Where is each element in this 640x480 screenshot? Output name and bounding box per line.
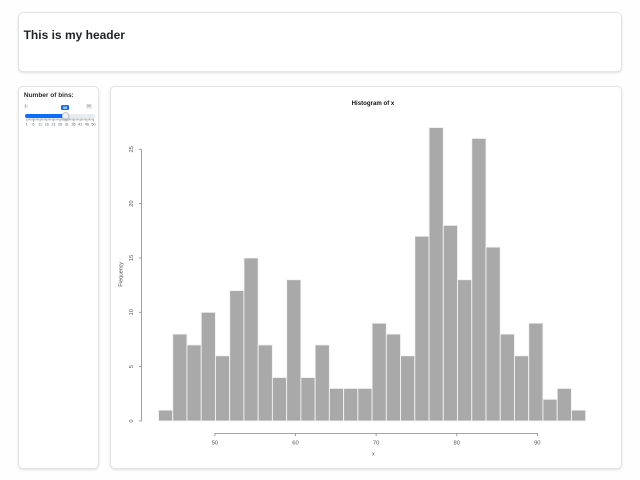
svg-text:15: 15	[129, 255, 135, 261]
svg-text:1: 1	[26, 122, 28, 126]
svg-text:11: 11	[38, 122, 42, 126]
svg-text:36: 36	[71, 122, 75, 126]
svg-text:6: 6	[32, 122, 34, 126]
svg-text:10: 10	[129, 309, 135, 315]
svg-text:31: 31	[65, 122, 69, 126]
svg-text:Frequency: Frequency	[119, 262, 125, 287]
svg-text:46: 46	[85, 122, 89, 126]
svg-text:x: x	[372, 452, 375, 458]
svg-text:50: 50	[91, 122, 95, 126]
svg-text:60: 60	[292, 440, 298, 446]
svg-text:Histogram of x: Histogram of x	[352, 100, 395, 107]
svg-text:5: 5	[129, 365, 135, 368]
svg-text:80: 80	[453, 440, 459, 446]
svg-text:16: 16	[45, 122, 49, 126]
svg-text:90: 90	[534, 440, 540, 446]
svg-text:26: 26	[58, 122, 62, 126]
svg-text:25: 25	[129, 146, 135, 152]
svg-text:41: 41	[78, 122, 82, 126]
svg-text:70: 70	[373, 440, 379, 446]
svg-text:21: 21	[51, 122, 55, 126]
svg-text:50: 50	[212, 440, 218, 446]
svg-text:0: 0	[129, 419, 135, 422]
svg-text:20: 20	[129, 200, 135, 206]
